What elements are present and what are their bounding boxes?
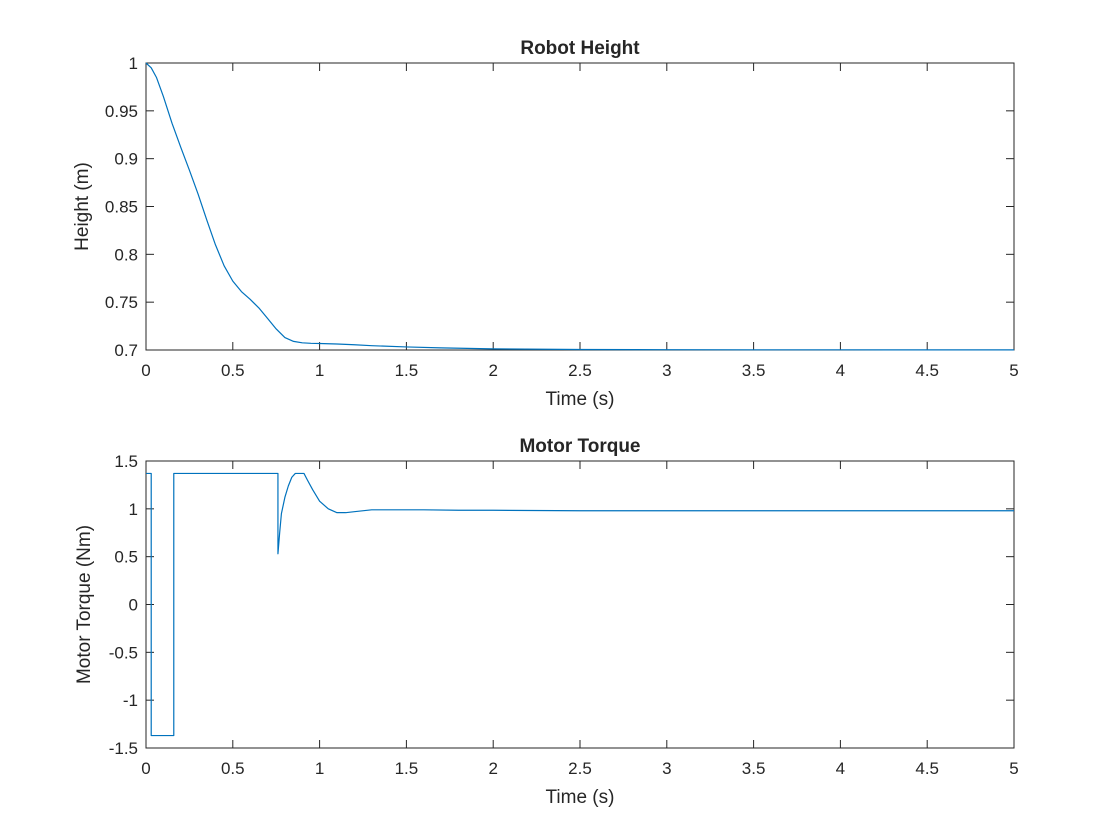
height-y-tick-label: 0.7: [114, 341, 138, 360]
torque-x-tick-label: 4.5: [915, 759, 939, 778]
height-y-tick-label: 1: [129, 54, 138, 73]
height-x-tick-label: 2: [488, 361, 497, 380]
torque-x-tick-label: 3.5: [742, 759, 766, 778]
torque-series-line: [146, 472, 1014, 737]
torque-y-tick-label: 1.5: [114, 452, 138, 471]
torque-y-axis-label: Motor Torque (Nm): [74, 525, 95, 684]
torque-y-tick-label: -0.5: [109, 643, 138, 662]
torque-x-tick-label: 1: [315, 759, 324, 778]
height-subplot: 0.7 0.75 0.8 0.85 0.9 0.95 1 0 0.5 1 1.5 2 2.5 3 3.5 4…: [72, 38, 1019, 410]
torque-x-tick-label: 1.5: [395, 759, 419, 778]
height-y-tick-label: 0.8: [114, 245, 138, 264]
height-x-tick-label: 1.5: [395, 361, 419, 380]
height-x-tick-label: 0.5: [221, 361, 245, 380]
height-x-tick-label: 1: [315, 361, 324, 380]
torque-x-tick-labels: 0 0.5 1 1.5 2 2.5 3 3.5 4 4.5 5: [141, 759, 1018, 778]
torque-axes-frame: [145, 460, 1015, 749]
height-x-tick-labels: 0 0.5 1 1.5 2 2.5 3 3.5 4 4.5 5: [141, 361, 1018, 380]
height-series-group: [145, 62, 1014, 351]
torque-x-tick-label: 2: [488, 759, 497, 778]
height-x-tick-label: 4: [836, 361, 845, 380]
torque-x-tick-label: 0.5: [221, 759, 245, 778]
height-y-tick-label: 0.9: [114, 150, 138, 169]
torque-y-tick-label: -1: [123, 691, 138, 710]
torque-y-tick-labels: -1.5 -1 -0.5 0 0.5 1 1.5: [109, 452, 138, 758]
torque-series-group: [146, 472, 1014, 737]
torque-x-tick-label: 3: [662, 759, 671, 778]
height-y-tick-label: 0.85: [105, 198, 138, 217]
height-y-axis-label: Height (m): [72, 162, 93, 251]
height-axes-frame: [145, 62, 1015, 351]
height-y-tick-label: 0.75: [105, 293, 138, 312]
torque-chart-title: Motor Torque: [519, 436, 640, 457]
height-x-tick-label: 3: [662, 361, 671, 380]
torque-y-tick-label: 0: [129, 596, 138, 615]
torque-subplot: -1.5 -1 -0.5 0 0.5 1 1.5 0 0.5 1 1.5 2 2.5 3 3.5 4 4.5 5…: [74, 436, 1019, 808]
height-x-tick-label: 0: [141, 361, 150, 380]
height-series-line: [145, 62, 1014, 351]
torque-y-tick-label: 1: [129, 500, 138, 519]
torque-tick-marks: [145, 460, 1015, 749]
torque-x-tick-label: 5: [1009, 759, 1018, 778]
torque-y-tick-label: -1.5: [109, 739, 138, 758]
height-x-tick-label: 5: [1009, 361, 1018, 380]
height-y-tick-labels: 0.7 0.75 0.8 0.85 0.9 0.95 1: [105, 54, 138, 360]
height-y-tick-label: 0.95: [105, 102, 138, 121]
torque-x-tick-label: 4: [836, 759, 845, 778]
torque-y-tick-label: 0.5: [114, 548, 138, 567]
height-tick-marks: [145, 62, 1015, 351]
torque-x-axis-label: Time (s): [546, 787, 615, 808]
torque-x-tick-label: 0: [141, 759, 150, 778]
height-chart-title: Robot Height: [520, 38, 640, 59]
torque-x-tick-label: 2.5: [568, 759, 592, 778]
height-x-tick-label: 3.5: [742, 361, 766, 380]
height-x-tick-label: 4.5: [915, 361, 939, 380]
height-x-axis-label: Time (s): [546, 389, 615, 410]
height-x-tick-label: 2.5: [568, 361, 592, 380]
